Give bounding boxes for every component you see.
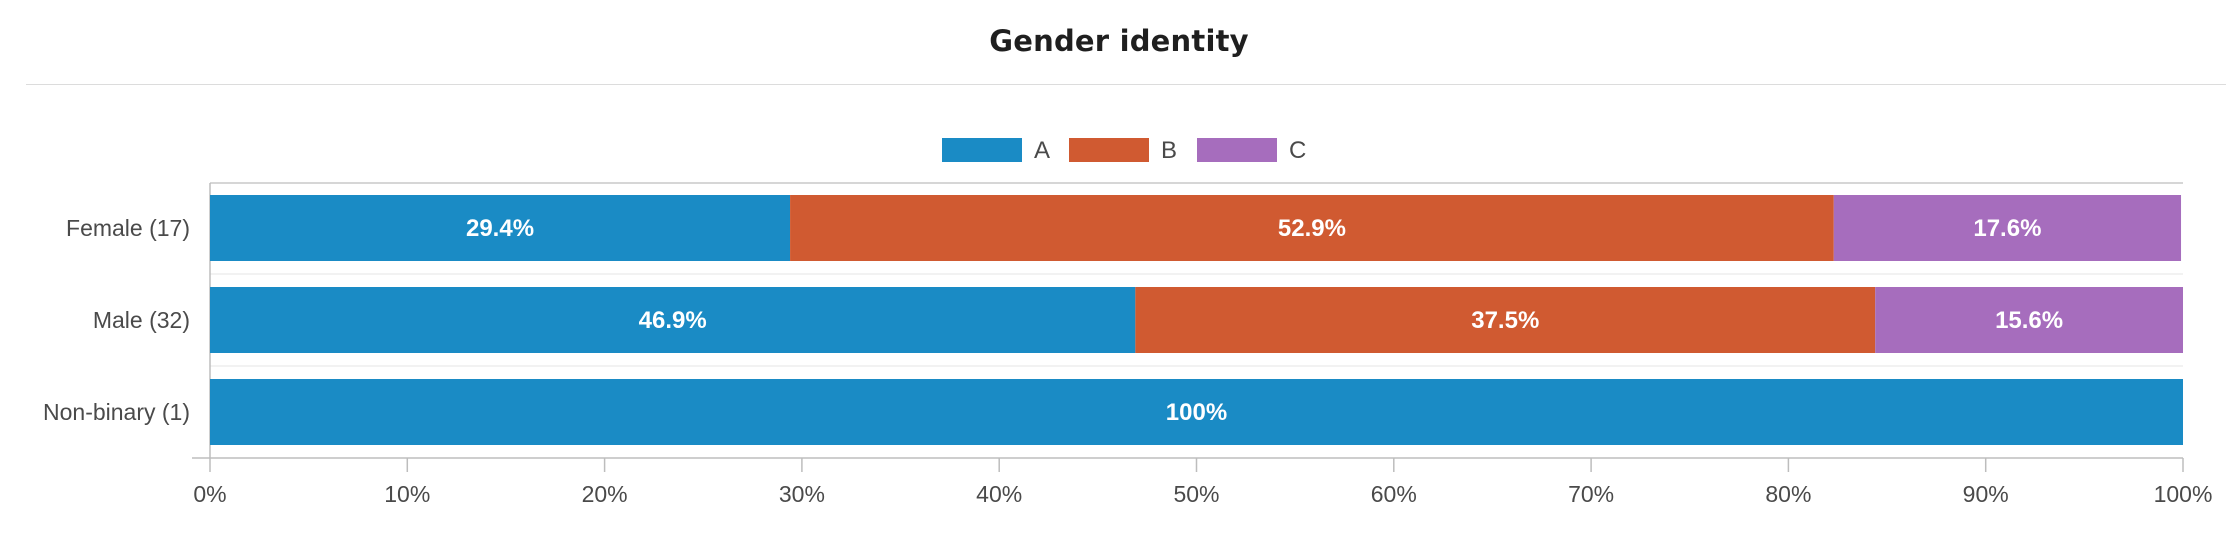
x-tick-label: 20% [582,481,628,507]
x-tick-label: 90% [1963,481,2009,507]
bar-data-label: 52.9% [1278,215,1346,242]
bar-data-label: 100% [1166,399,1227,426]
x-tick-label: 70% [1568,481,1614,507]
chart-title: Gender identity [989,24,1249,58]
bar-c-1[interactable] [1875,287,2183,353]
bar-data-label: 29.4% [466,215,534,242]
legend-label-c[interactable]: C [1289,137,1306,164]
bar-a-1[interactable] [210,287,1136,353]
x-tick-label: 60% [1371,481,1417,507]
legend-label-a[interactable]: A [1034,137,1050,164]
legend-swatch-a[interactable] [942,138,1022,162]
x-tick-label: 80% [1765,481,1811,507]
x-tick-label: 50% [1173,481,1219,507]
bar-data-label: 37.5% [1471,307,1539,334]
x-tick-label: 0% [193,481,226,507]
category-label: Male (32) [93,307,190,333]
bar-c-0[interactable] [1833,195,2182,261]
legend-swatch-c[interactable] [1197,138,1277,162]
x-tick-label: 40% [976,481,1022,507]
category-label: Female (17) [66,215,190,241]
bar-data-label: 17.6% [1973,215,2041,242]
legend-label-b[interactable]: B [1161,137,1177,164]
title-divider [26,84,2226,85]
bar-b-1[interactable] [1135,287,1876,353]
bar-data-label: 46.9% [639,307,707,334]
category-label: Non-binary (1) [43,399,190,425]
bar-a-2[interactable] [210,379,2183,445]
bar-data-label: 15.6% [1995,307,2063,334]
bar-b-0[interactable] [790,195,1834,261]
bar-a-0[interactable] [210,195,791,261]
x-tick-label: 10% [384,481,430,507]
legend-swatch-b[interactable] [1069,138,1149,162]
x-tick-label: 30% [779,481,825,507]
x-tick-label: 100% [2154,481,2213,507]
